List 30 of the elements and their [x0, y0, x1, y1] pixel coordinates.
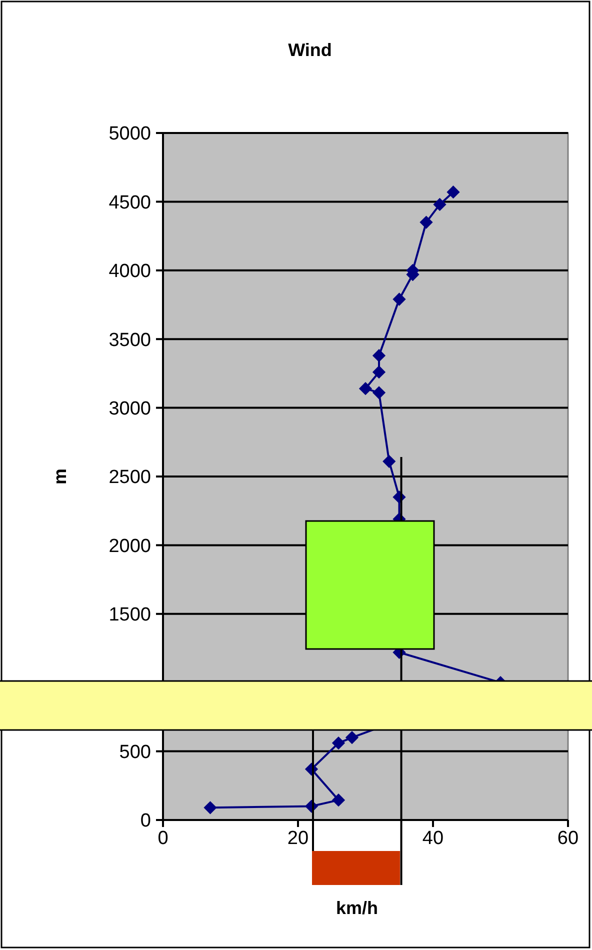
y-tick-label: 2500	[108, 467, 151, 488]
point	[332, 794, 346, 807]
y-tick-label: 5000	[108, 124, 151, 145]
chart-title: Wind	[288, 40, 332, 60]
point	[446, 186, 460, 199]
point	[372, 366, 386, 379]
y-tick-label: 500	[119, 742, 151, 763]
y-tick-label: 4500	[108, 192, 151, 214]
y-tick-label: 0	[140, 810, 151, 832]
x-tick-label: 60	[557, 828, 579, 849]
point	[433, 198, 446, 212]
x-tick-label: 20	[287, 828, 309, 849]
y-tick-label: 3000	[108, 398, 151, 420]
point	[204, 801, 217, 814]
y-tick-label: 2000	[108, 536, 151, 557]
point	[372, 349, 386, 362]
point	[332, 736, 346, 750]
x-tick-label: 0	[158, 828, 168, 849]
y-tick-label: 3500	[108, 330, 151, 351]
y-tick-label: 1500	[108, 604, 151, 626]
point	[420, 216, 433, 229]
x-axis-title: km/h	[336, 898, 378, 918]
point	[372, 386, 386, 400]
point	[345, 730, 359, 744]
point	[358, 382, 372, 396]
x-tick-label: 40	[422, 828, 444, 849]
y-tick-label: 4000	[108, 261, 151, 282]
point	[382, 454, 396, 468]
point	[392, 292, 406, 306]
y-axis-title: m	[50, 468, 70, 485]
